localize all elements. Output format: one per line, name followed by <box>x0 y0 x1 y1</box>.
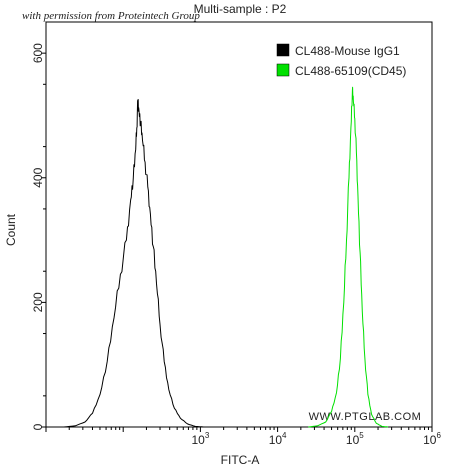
x-tick-label: 106 <box>423 431 441 447</box>
legend-label-1: CL488-Mouse IgG1 <box>295 44 400 58</box>
x-tick-label: 104 <box>269 431 287 447</box>
series-line-2 <box>308 86 389 428</box>
y-tick-label: 400 <box>31 167 45 187</box>
y-tick-label: 200 <box>31 292 45 312</box>
legend-swatch-2 <box>276 63 290 77</box>
x-tick-label: 103 <box>191 431 209 447</box>
plot-watermark: WWW.PTGLAB.COM <box>309 411 422 423</box>
y-tick-label: 600 <box>31 43 45 63</box>
y-axis: 0 200 400 600 <box>31 43 46 430</box>
series-line-1 <box>63 99 204 428</box>
y-tick-label: 0 <box>31 423 45 430</box>
legend-label-2: CL488-65109(CD45) <box>295 64 406 78</box>
watermark-permission: with permission from Proteintech Group <box>22 10 200 22</box>
y-axis-label: Count <box>4 213 18 246</box>
series-layer <box>63 86 389 428</box>
x-axis: 103 104 105 106 <box>45 427 441 447</box>
legend: CL488-Mouse IgG1 CL488-65109(CD45) <box>276 43 406 78</box>
legend-swatch-1 <box>276 43 290 57</box>
x-tick-label: 105 <box>346 431 364 447</box>
plot-frame <box>45 21 433 428</box>
x-axis-label: FITC-A <box>221 453 260 467</box>
chart-title: Multi-sample : P2 <box>194 2 287 16</box>
